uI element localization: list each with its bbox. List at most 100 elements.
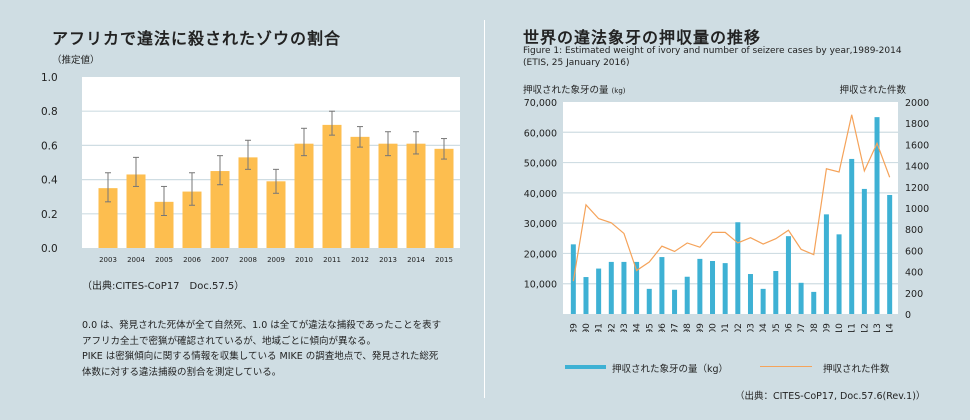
bar [634, 261, 640, 314]
left-y-tick-label: 50,000 [524, 159, 557, 170]
left-chart-source: （出典:CITES-CoP17 Doc.57.5） [82, 281, 245, 292]
x-tick-label: 1992 [607, 323, 617, 332]
x-tick-label: 2012 [351, 256, 369, 264]
bar [350, 136, 370, 248]
x-tick-label: 2008 [810, 323, 820, 332]
left-y-tick-label: 60,000 [524, 128, 557, 139]
note-line: PIKE は密猟傾向に関する情報を収集している MIKE の調査地点で、発見され… [82, 351, 439, 362]
x-tick-label: 2012 [860, 323, 870, 332]
x-tick-label: 2002 [734, 323, 744, 332]
bar [798, 282, 804, 314]
pike-bar-chart: 0.0 0.2 0.4 0.6 0.8 1.0 2003 2004 2005 2006 2007 2… [41, 72, 460, 264]
bar [785, 236, 791, 314]
bar [672, 289, 678, 314]
bar [210, 171, 230, 248]
cases-line [572, 114, 891, 282]
left-chart-notes: 0.0 は、発見された死体が全て自然死、1.0 は全てが違法な捕殺であったことを… [82, 318, 441, 380]
y-tick-label: 0.0 [41, 243, 58, 255]
bar [684, 276, 690, 314]
x-tick-label: 2005 [155, 256, 173, 264]
right-y-tick-label: 2000 [905, 98, 929, 109]
bar [710, 261, 716, 314]
right-y-tick-label: 0 [905, 310, 911, 321]
right-chart-subtitle-2: (ETIS, 25 January 2016) [523, 58, 630, 68]
bar [322, 124, 342, 248]
left-y-tick-label: 10,000 [524, 280, 557, 291]
left-y-tick-label: 40,000 [524, 189, 557, 200]
right-y-tick-label: 1000 [905, 204, 929, 215]
x-tick-label: 2011 [848, 323, 858, 332]
left-y-tick-label: 70,000 [524, 98, 557, 109]
bar [747, 274, 753, 314]
x-tick-label: 1990 [582, 323, 592, 332]
left-y-tick-label: 20,000 [524, 249, 557, 260]
bar [266, 181, 286, 248]
y-tick-label: 0.6 [41, 140, 58, 152]
bar [434, 148, 454, 248]
x-tick-label: 1998 [683, 323, 693, 332]
bar [621, 261, 627, 314]
left-chart-title: アフリカで違法に殺されたゾウの割合 [52, 29, 342, 48]
y-tick-label: 1.0 [41, 72, 58, 84]
bar [811, 291, 817, 314]
x-tick-label: 1989 [569, 323, 579, 332]
legend-line-swatch [760, 366, 812, 367]
x-tick-label: 2003 [746, 323, 756, 332]
y-tick-label: 0.4 [41, 175, 58, 187]
bar [849, 158, 855, 314]
bar [583, 277, 589, 314]
panel-divider [484, 20, 485, 398]
x-tick-label: 2010 [835, 323, 845, 332]
x-tick-label: 2014 [886, 323, 896, 332]
bar [182, 191, 202, 248]
x-tick-label: 1993 [620, 323, 630, 332]
x-tick-label: 2011 [323, 256, 341, 264]
bar [238, 157, 258, 248]
y-tick-label: 0.8 [41, 106, 58, 118]
x-tick-label: 1991 [595, 323, 605, 332]
bar [608, 261, 614, 314]
bar [823, 214, 829, 314]
bar [861, 188, 867, 314]
x-tick-label: 2010 [295, 256, 313, 264]
right-y-tick-label: 1400 [905, 162, 929, 173]
bar [874, 117, 880, 314]
right-y-tick-label: 400 [905, 268, 923, 279]
legend-bar-swatch [565, 365, 606, 369]
right-chart-source: （出典：CITES-CoP17, Doc.57.6(Rev.1)） [735, 391, 926, 402]
right-y-tick-label: 1600 [905, 140, 929, 151]
x-tick-label: 1999 [696, 323, 706, 332]
right-axis-title: 押収された件数 [839, 85, 906, 96]
legend-line-label: 押収された件数 [823, 364, 890, 375]
left-y-tick-label: 30,000 [524, 219, 557, 230]
x-tick-label: 2006 [183, 256, 201, 264]
x-tick-label: 2013 [379, 256, 397, 264]
x-tick-label: 2004 [759, 323, 769, 332]
note-line: 0.0 は、発見された死体が全て自然死、1.0 は全てが違法な捕殺であったことを… [82, 320, 442, 331]
legend-bar-label: 押収された象牙の量（kg） [612, 364, 729, 375]
bar [154, 201, 174, 248]
bar [773, 270, 779, 314]
x-tick-label: 2007 [211, 256, 229, 264]
x-tick-label: 2008 [239, 256, 257, 264]
right-chart-subtitle-1: Figure 1: Estimated weight of ivory and … [523, 46, 902, 56]
right-y-tick-label: 200 [905, 289, 923, 300]
right-y-tick-label: 1200 [905, 183, 929, 194]
x-tick-label: 2014 [407, 256, 425, 264]
y-tick-label: 0.2 [41, 209, 58, 221]
note-line: 体数に対する違法捕殺の割合を測定している。 [82, 366, 282, 378]
right-y-tick-label: 600 [905, 246, 923, 257]
x-tick-label: 1996 [658, 323, 668, 332]
x-tick-label: 2006 [784, 323, 794, 332]
bar [406, 143, 426, 248]
x-tick-label: 2015 [435, 256, 453, 264]
bar [735, 222, 741, 314]
ivory-seizure-chart: 10,000 20,000 30,000 40,000 50,000 60,000 70,0… [524, 98, 929, 332]
bar [646, 288, 652, 314]
ivory-plot-area [563, 102, 898, 314]
right-y-tick-label: 800 [905, 225, 923, 236]
note-line: アフリカ全土で密猟が確認されているが、地域ごとに傾向が異なる。 [82, 335, 377, 347]
x-tick-label: 2009 [822, 323, 832, 332]
left-chart-unit-label: （推定値） [52, 55, 100, 66]
bar [294, 143, 314, 248]
